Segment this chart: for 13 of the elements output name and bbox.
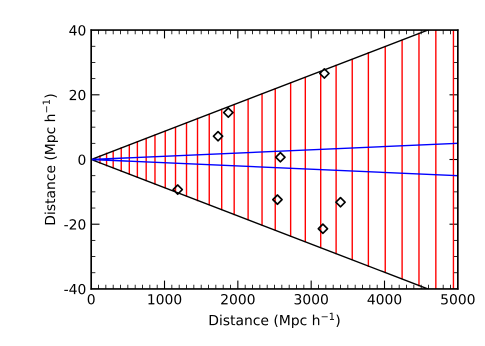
x-tick-label: 3000 [294,294,328,305]
x-tick-label: 5000 [441,294,475,305]
y-tick-label: 40 [69,25,86,36]
y-tick-label: 0 [78,154,86,165]
x-tick-label: 2000 [221,294,255,305]
x-tick-label: 4000 [368,294,402,305]
x-axis-title: Distance (Mpc h$^{−1}$) [210,312,340,328]
y-tick-label: -40 [64,284,86,294]
x-tick-label: 0 [88,294,95,305]
y-tick-label: 20 [70,90,86,100]
x-tick-label: 1000 [148,294,182,305]
y-tick-label: -20 [64,219,86,230]
y-axis-title: Distance (Mpc h$^{−1}$) [42,94,58,224]
